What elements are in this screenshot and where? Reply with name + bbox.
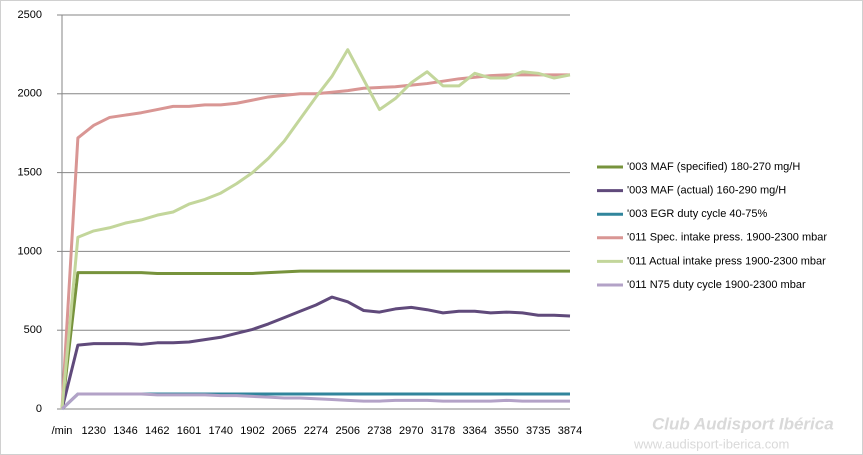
legend-label: '003 EGR duty cycle 40-75% (627, 208, 768, 220)
x-tick-label: 3550 (494, 425, 518, 437)
legend-label: '011 Spec. intake press. 1900-2300 mbar (627, 232, 827, 244)
x-tick-label: 2970 (399, 425, 423, 437)
x-tick-label: 1230 (82, 425, 106, 437)
series-line (60, 295, 571, 410)
y-tick-label: 1500 (18, 167, 42, 179)
legend-label: '011 Actual intake press 1900-2300 mbar (627, 255, 826, 267)
x-tick-label: 3178 (431, 425, 455, 437)
x-tick-label: 3364 (463, 425, 487, 437)
series-line (60, 392, 570, 411)
series-line (60, 269, 570, 410)
x-tick-label: 2506 (336, 425, 360, 437)
x-tick-label: 1462 (145, 425, 169, 437)
series-line (60, 48, 571, 410)
x-tick-label: 2738 (367, 425, 391, 437)
x-tick-label: 2274 (304, 425, 328, 437)
legend-label: '003 MAF (specified) 180-270 mg/H (627, 161, 800, 173)
y-tick-label: 500 (24, 324, 42, 336)
watermark: Club Audisport Ibérica (652, 414, 834, 433)
x-tick-label: 1346 (113, 425, 137, 437)
x-tick-label: 3874 (558, 425, 582, 437)
y-tick-label: 1000 (18, 245, 42, 257)
x-tick-label: 2065 (272, 425, 296, 437)
y-tick-label: 2500 (18, 9, 42, 21)
x-tick-label: 1902 (240, 425, 264, 437)
y-tick-label: 2000 (18, 88, 42, 100)
y-tick-label: 0 (36, 403, 42, 415)
x-tick-label: 3735 (526, 425, 550, 437)
watermark-url: www.audisport-iberica.com (633, 436, 789, 451)
legend-label: '011 N75 duty cycle 1900-2300 mbar (627, 279, 806, 291)
x-tick-label: 1740 (209, 425, 233, 437)
x-tick-label: 1601 (177, 425, 201, 437)
x-tick-label: /min (52, 425, 73, 437)
legend-label: '003 MAF (actual) 160-290 mg/H (627, 185, 786, 197)
